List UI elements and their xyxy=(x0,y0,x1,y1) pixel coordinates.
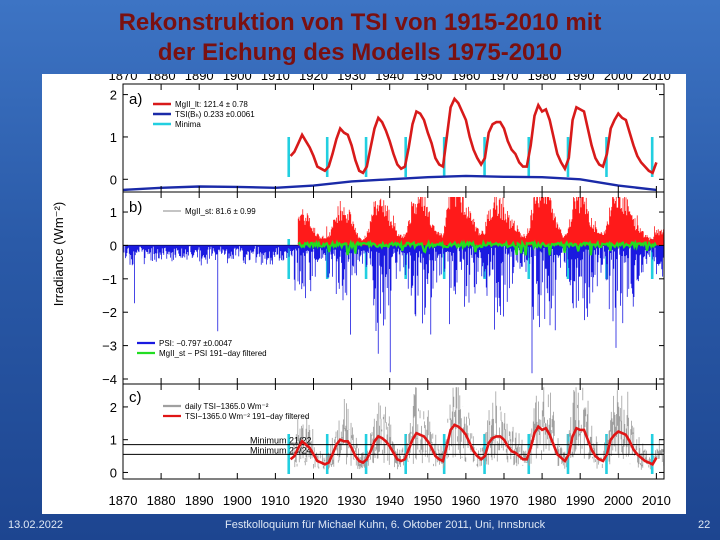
footer-center-text: Festkolloquium für Michael Kuhn, 6. Okto… xyxy=(225,519,546,531)
filtered-difference-line xyxy=(297,239,657,256)
footer-date: 13.02.2022 xyxy=(8,519,64,531)
x-tick-label-bottom: 1990 xyxy=(566,493,595,508)
x-tick-label-top: 1980 xyxy=(528,74,557,83)
x-tick-label-top: 1880 xyxy=(147,74,176,83)
y-tick-label-b: −2 xyxy=(102,305,117,320)
x-tick-label-bottom: 1900 xyxy=(223,493,252,508)
y-tick-label-b: 1 xyxy=(110,205,117,220)
x-tick-label-bottom: 1960 xyxy=(451,493,480,508)
footer-page-number: 22 xyxy=(698,519,711,531)
x-tick-label-bottom: 1890 xyxy=(185,493,214,508)
slide-title: Rekonstruktion von TSI von 1915-2010 mit… xyxy=(0,8,720,68)
y-tick-label-c: 0 xyxy=(110,465,117,480)
y-tick-label-a: 2 xyxy=(110,88,117,103)
x-tick-label-bottom: 2010 xyxy=(642,493,671,508)
y-axis-label: Irradiance (Wm⁻²) xyxy=(51,202,66,306)
x-tick-label-top: 1890 xyxy=(185,74,214,83)
y-tick-label-c: 2 xyxy=(110,400,117,415)
y-tick-label-a: 1 xyxy=(110,130,117,145)
y-tick-label-b: −4 xyxy=(102,372,117,387)
slide-title-line-1: Rekonstruktion von TSI von 1915-2010 mit xyxy=(118,9,602,36)
slide-title-line-2: der Eichung des Modells 1975-2010 xyxy=(157,39,563,66)
x-tick-label-top: 1900 xyxy=(223,74,252,83)
legend-entry-a: MgII_lt: 121.4 ± 0.78 xyxy=(175,100,248,109)
minimum-reference-label: Minimum 23/24 xyxy=(250,445,312,455)
tsi-filtered-line xyxy=(289,423,658,466)
x-tick-label-top: 1960 xyxy=(451,74,480,83)
x-tick-label-top: 1940 xyxy=(375,74,404,83)
y-tick-label-b: −1 xyxy=(102,272,117,287)
x-tick-label-top: 1870 xyxy=(109,74,138,83)
y-tick-label-a: 0 xyxy=(110,172,117,187)
y-tick-label-b: 0 xyxy=(110,238,117,253)
y-tick-label-b: −3 xyxy=(102,339,117,354)
legend-entry-a: TSI(Bₕ) 0.233 ±0.0061 xyxy=(175,110,255,119)
mgii-st-series xyxy=(297,197,664,246)
x-tick-label-top: 1950 xyxy=(413,74,442,83)
psi-series xyxy=(123,245,664,374)
x-tick-label-bottom: 1950 xyxy=(413,493,442,508)
x-tick-label-bottom: 1870 xyxy=(109,493,138,508)
x-tick-label-bottom: 2000 xyxy=(604,493,633,508)
mgii-lt-line xyxy=(289,96,658,175)
minimum-reference-label: Minimum 21/22 xyxy=(250,436,312,446)
panel-frame xyxy=(122,383,665,480)
x-tick-label-bottom: 1910 xyxy=(261,493,290,508)
legend-entry-a: Minima xyxy=(175,120,201,129)
chart-canvas: 1870 1870 1880 1880 1890 1890 1900 1900 1910 1910… xyxy=(51,68,671,508)
x-tick-label-top: 1990 xyxy=(566,74,595,83)
x-tick-label-bottom: 1940 xyxy=(375,493,404,508)
y-tick-label-c: 1 xyxy=(110,433,117,448)
x-tick-label-top: 1930 xyxy=(337,74,366,83)
x-tick-label-bottom: 1920 xyxy=(299,493,328,508)
legend-entry-c: TSI−1365.0 Wm⁻² 191−day filtered xyxy=(185,412,309,421)
tsi-reconstruction-figure: 1870 1870 1880 1880 1890 1890 1900 1900 1910 1910… xyxy=(42,68,686,514)
x-tick-label-bottom: 1930 xyxy=(337,493,366,508)
legend-background-b xyxy=(131,337,281,361)
panel-a-label: a) xyxy=(129,91,142,108)
legend-entry-b: PSI: −0.797 ±0.0047 xyxy=(159,339,233,348)
legend-entry-c: daily TSI−1365.0 Wm⁻² xyxy=(185,402,269,411)
legend-entry-b: MgII_st − PSI 191−day filtered xyxy=(159,349,267,358)
x-tick-label-top: 2010 xyxy=(642,74,671,83)
x-tick-label-bottom: 1880 xyxy=(147,493,176,508)
legend-entry-b-top: MgII_st: 81.6 ± 0.99 xyxy=(185,207,256,216)
x-tick-label-top: 1970 xyxy=(490,74,519,83)
x-tick-label-top: 2000 xyxy=(604,74,633,83)
x-tick-label-top: 1920 xyxy=(299,74,328,83)
panel-c-label: c) xyxy=(129,389,142,406)
tsi-bh-line xyxy=(122,174,657,192)
x-tick-label-bottom: 1970 xyxy=(490,493,519,508)
x-tick-label-top: 1910 xyxy=(261,74,290,83)
x-tick-label-bottom: 1980 xyxy=(528,493,557,508)
panel-b-label: b) xyxy=(129,199,142,216)
